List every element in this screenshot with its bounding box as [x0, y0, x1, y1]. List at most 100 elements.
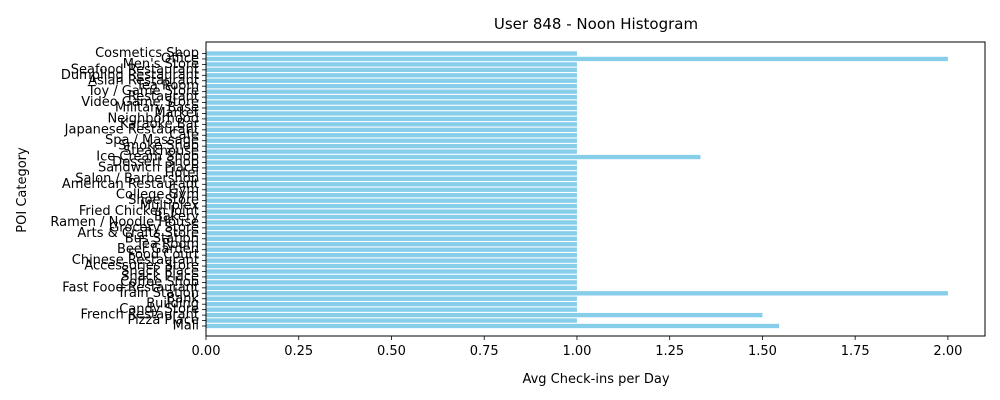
bar [206, 116, 577, 122]
plot-frame [205, 41, 986, 337]
bar [206, 296, 577, 301]
y-tick-label: Video Game Store [81, 95, 199, 110]
y-tick-label: Chinese Restaurant [72, 253, 199, 268]
bar [206, 187, 577, 192]
y-tick-label: American Restaurant [62, 177, 199, 192]
bar [206, 62, 577, 67]
y-tick-label: Bank [166, 291, 199, 306]
x-tick-labels: 0.00 0.25 0.50 0.75 1.00 1.25 1.50 1.75 2.00 [192, 336, 962, 359]
y-tick-label: Tea Room [135, 79, 199, 94]
y-tick-label: Mall [173, 319, 199, 334]
y-tick-label: Spa / Massage [105, 133, 199, 148]
y-tick-label: Grocery Store [109, 220, 199, 235]
bar [206, 263, 577, 269]
y-tick-label: Restaurant [128, 90, 199, 105]
x-tick-label: 0.25 [284, 344, 313, 359]
bar [206, 312, 763, 318]
bar [206, 318, 577, 323]
x-tick-label: 0.00 [192, 344, 221, 359]
y-tick-label: Seafood Restaurant [71, 62, 199, 77]
bar [206, 203, 577, 209]
bar [206, 182, 577, 187]
bar [206, 225, 577, 231]
bar [206, 291, 948, 296]
bar [206, 252, 577, 258]
bar [206, 269, 577, 274]
chart-title: User 848 - Noon Histogram [494, 15, 698, 33]
y-tick-label: Food Court [128, 248, 199, 263]
bar [206, 138, 577, 143]
bar [206, 160, 577, 165]
x-tick-label: 2.00 [933, 344, 962, 359]
y-tick-label: College Gym [116, 188, 199, 203]
y-tick-label: Pizza Place [128, 313, 199, 328]
bar [206, 127, 577, 132]
y-tick-label: Bakery [154, 210, 199, 225]
bar [206, 220, 577, 225]
y-tick-label: Asian Restaurant [88, 73, 199, 88]
y-tick-label: Steakhouse [123, 144, 199, 159]
y-tick-label: Military Base [115, 101, 199, 116]
bar [206, 285, 577, 291]
x-tick-label: 0.50 [377, 344, 406, 359]
bar [206, 274, 577, 280]
bar [206, 198, 577, 203]
bar [206, 176, 577, 182]
x-tick-label: 1.75 [841, 344, 870, 359]
bar [206, 280, 577, 285]
bar [206, 258, 577, 263]
bar [206, 105, 577, 111]
bar [206, 100, 577, 105]
y-tick-label: Tea Room [135, 237, 199, 252]
y-tick-label: Multiplex [140, 199, 199, 214]
y-tick-label: Beer Garden [117, 242, 199, 257]
y-tick-label: Smoke Shop [118, 139, 199, 154]
y-tick-label: Salon / Barbershop [75, 171, 199, 186]
bar [206, 154, 701, 160]
bar [206, 236, 577, 241]
y-tick-label: Fast Food Restaurant [62, 280, 199, 295]
y-tick-label: Karaoke Bar [120, 117, 200, 132]
bar [206, 143, 577, 149]
y-tick-label: Dessert Shop [112, 155, 199, 170]
bar [206, 111, 577, 116]
y-axis-title: POI Category [15, 147, 30, 233]
bar [206, 323, 780, 329]
y-tick-label: Shoe Store [128, 193, 199, 208]
y-tick-label: Accessories Store [84, 259, 199, 274]
bar [206, 242, 577, 247]
y-tick-label: Ice Cream Shop [96, 150, 199, 165]
y-tick-label: Café [169, 128, 199, 143]
y-tick-label: Market [154, 106, 199, 121]
y-tick-label: Arts & Crafts Store [77, 226, 199, 241]
bar [206, 209, 577, 214]
bar [206, 133, 577, 138]
y-tick-label: Train Station [116, 286, 199, 301]
bar [206, 171, 577, 176]
y-tick-label: Gym [169, 182, 199, 197]
bar [206, 302, 577, 307]
bar [206, 56, 948, 62]
x-tick-label: 1.00 [562, 344, 591, 359]
bar [206, 67, 577, 73]
y-tick-label: Building [146, 297, 199, 312]
y-tick-label: Toy / Game Store [87, 84, 199, 99]
bar [206, 165, 577, 171]
bar [206, 231, 577, 236]
y-tick-label: Japanese Restaurant [64, 122, 199, 137]
y-tick-label: Bus Station [125, 231, 199, 246]
y-tick-label: Cosmetics Shop [95, 46, 199, 61]
x-axis-title: Avg Check-ins per Day [522, 372, 669, 387]
y-tick-label: Office [161, 51, 199, 66]
y-tick-label: Neighborhood [107, 111, 199, 126]
x-tick-label: 1.25 [655, 344, 684, 359]
bar [206, 73, 577, 78]
y-tick-label: Dumpling Restaurant [61, 68, 199, 83]
y-tick-label: Hotel [165, 166, 199, 181]
bar [206, 247, 577, 252]
bar [206, 51, 577, 56]
y-tick-label: Men's Store [123, 57, 199, 72]
